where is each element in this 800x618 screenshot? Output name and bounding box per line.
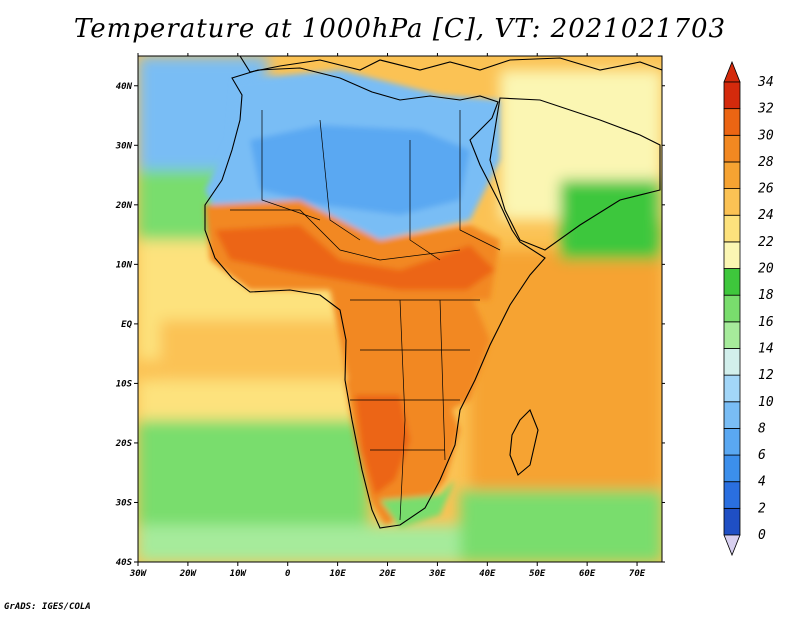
colorbar-label: 24 — [758, 208, 774, 223]
colorbar-box — [723, 481, 741, 509]
colorbar-label: 14 — [758, 341, 774, 356]
lat-tick-label: 30N — [115, 141, 133, 151]
colorbar-box — [723, 294, 741, 323]
lon-tick-label: 70E — [629, 569, 646, 579]
lon-tick-label: 0 — [285, 569, 291, 579]
colorbar-label: 20 — [758, 262, 774, 277]
colorbar-label: 8 — [758, 421, 766, 436]
colorbar-bottom-arrow — [723, 534, 741, 557]
lat-tick-label: 30S — [115, 498, 133, 508]
lat-tick-label: 10N — [116, 260, 133, 270]
colorbar-box — [723, 161, 741, 189]
colorbar-box — [723, 214, 741, 243]
border-3 — [409, 140, 441, 261]
europe-coast — [239, 56, 662, 73]
border-10 — [399, 299, 406, 521]
colorbar-label: 0 — [758, 528, 766, 543]
field-indian-ocean — [470, 250, 662, 510]
field-kalahari-hot — [355, 395, 410, 495]
lon-tick-label: 50E — [529, 569, 546, 579]
lon-tick-label: 20E — [378, 569, 396, 579]
border-5 — [230, 209, 461, 261]
field-south-coast-cool — [380, 480, 455, 528]
colorbar-label: 32 — [757, 102, 774, 117]
colorbar-label: 6 — [758, 448, 766, 463]
lon-tick-label: 30E — [428, 569, 446, 579]
lon-tick-label: 10E — [329, 569, 346, 579]
colorbar-label: 16 — [758, 315, 774, 330]
lat-tick-label: EQ — [121, 320, 132, 330]
colorbar-label: 12 — [758, 368, 774, 383]
colorbar-label: 34 — [757, 75, 774, 90]
colorbar-box — [723, 321, 741, 349]
colorbar-box — [723, 81, 741, 110]
field-south-indian-green — [460, 490, 662, 562]
colorbar-box — [723, 454, 741, 483]
colorbar-top-arrow — [723, 60, 741, 83]
colorbar-box — [723, 428, 741, 456]
colorbar-box — [723, 188, 741, 216]
lat-tick-label: 20N — [115, 201, 133, 211]
colorbar-label: 30 — [757, 128, 774, 143]
colorbar-label: 22 — [758, 235, 774, 250]
africa-coastline — [204, 67, 546, 529]
colorbar-label: 4 — [758, 475, 766, 490]
lon-tick-label: 60E — [579, 569, 596, 579]
lon-tick-label: 10W — [230, 569, 248, 579]
colorbar-box — [723, 374, 741, 403]
border-2 — [319, 119, 361, 241]
colorbar-box — [723, 241, 741, 269]
colorbar-label: 18 — [758, 288, 774, 303]
border-4 — [459, 110, 501, 251]
colorbar-label: 10 — [758, 395, 774, 410]
plot-frame — [137, 55, 663, 563]
map-field — [138, 56, 662, 562]
colorbar-label: 26 — [758, 182, 774, 197]
axes: 30W 20W 10W 0 10E 20E 30E 40E 50E 60E 70E 40N 30N 20N… — [115, 53, 665, 579]
colorbar-box — [723, 108, 741, 136]
border-1 — [261, 110, 321, 221]
lat-tick-label: 20S — [115, 439, 133, 449]
field-sahara-core — [250, 125, 470, 215]
lon-tick-label: 20W — [179, 569, 198, 579]
country-borders — [230, 110, 501, 521]
coastlines — [204, 56, 662, 529]
field-arabian-sea — [560, 180, 660, 260]
colorbar-box — [723, 507, 741, 536]
lat-tick-label: 10S — [116, 379, 133, 389]
lat-tick-label: 40N — [116, 82, 133, 92]
map-title: Temperature at 1000hPa [C], VT: 20210217… — [73, 14, 727, 44]
colorbar-box — [723, 268, 741, 296]
madagascar — [509, 409, 539, 476]
colorbar-box — [723, 401, 741, 429]
colorbar-label: 28 — [758, 155, 774, 170]
colorbar-box — [723, 348, 741, 376]
arabian-peninsula — [489, 97, 661, 251]
field-sahel-hot — [215, 225, 495, 295]
lon-tick-label: 40E — [479, 569, 496, 579]
border-11 — [439, 299, 446, 461]
colorbar-box — [723, 134, 741, 163]
colorbar-label: 2 — [758, 501, 766, 516]
lat-tick-label: 40S — [116, 558, 133, 568]
grads-credit: GrADS: IGES/COLA — [4, 602, 91, 612]
lon-tick-label: 30W — [129, 569, 148, 579]
